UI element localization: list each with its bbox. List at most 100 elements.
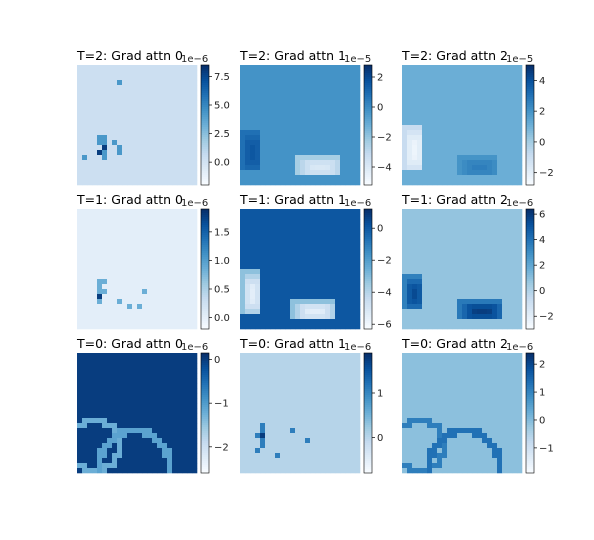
colorbar-gradient-step [526, 211, 534, 214]
heatmap-cell [412, 75, 418, 81]
heatmap-cell [172, 85, 178, 91]
heatmap-cell [315, 115, 321, 121]
colorbar-gradient-step [526, 119, 534, 122]
heatmap-cell [305, 393, 311, 399]
heatmap-cell [290, 438, 296, 444]
heatmap-cell [97, 175, 103, 181]
heatmap-cell [315, 423, 321, 429]
heatmap-cell [132, 423, 138, 429]
heatmap-cell [350, 219, 356, 225]
heatmap-cell [432, 170, 438, 176]
heatmap-cell [142, 125, 148, 131]
colorbar-gradient-step [364, 313, 372, 316]
heatmap-cell [127, 438, 133, 444]
heatmap-cell [255, 393, 261, 399]
heatmap-cell [330, 299, 336, 305]
heatmap-cell [315, 224, 321, 230]
heatmap-cell [335, 289, 341, 295]
heatmap-cell [107, 353, 113, 359]
heatmap-cell [447, 309, 453, 315]
heatmap-cell [87, 418, 93, 424]
heatmap-cell [447, 75, 453, 81]
heatmap-cell [250, 443, 256, 449]
heatmap-cell [127, 115, 133, 121]
heatmap-cell [300, 65, 306, 71]
heatmap-cell [447, 145, 453, 151]
heatmap-cell [147, 259, 153, 265]
heatmap-cell [442, 319, 448, 325]
heatmap-cell [422, 95, 428, 101]
heatmap-cell [112, 234, 118, 240]
heatmap-cell [270, 284, 276, 290]
colorbar-gradient-step [201, 365, 209, 368]
heatmap-cell [295, 239, 301, 245]
heatmap-cell [172, 383, 178, 389]
heatmap-cell [187, 289, 193, 295]
heatmap-cell [162, 443, 168, 449]
heatmap-cell [250, 353, 256, 359]
heatmap-cell [285, 105, 291, 111]
heatmap-cell [107, 314, 113, 320]
heatmap-cell [482, 319, 488, 325]
heatmap-cell [472, 100, 478, 106]
heatmap-cell [87, 468, 93, 474]
heatmap-cell [250, 363, 256, 369]
heatmap-cell [187, 433, 193, 439]
heatmap-cell [107, 413, 113, 419]
heatmap-cell [255, 269, 261, 275]
heatmap-cell [315, 259, 321, 265]
heatmap-cell [345, 279, 351, 285]
heatmap-cell [245, 259, 251, 265]
heatmap-cell [147, 244, 153, 250]
heatmap-cell [162, 80, 168, 86]
heatmap-cell [265, 319, 271, 325]
colorbar-tick-label: 0 [377, 103, 383, 114]
heatmap-cell [290, 130, 296, 136]
colorbar-gradient-step [526, 223, 534, 226]
heatmap-cell [152, 110, 158, 116]
heatmap-cell [245, 209, 251, 215]
heatmap-cell [127, 378, 133, 384]
heatmap-cell [192, 165, 198, 171]
heatmap-cell [305, 145, 311, 151]
heatmap-cell [177, 413, 183, 419]
heatmap-cell [137, 383, 143, 389]
heatmap-cell [275, 75, 281, 81]
heatmap-cell [290, 428, 296, 434]
heatmap-cell [305, 180, 311, 186]
heatmap-cell [270, 309, 276, 315]
colorbar-gradient-step [526, 149, 534, 152]
heatmap-cell [467, 209, 473, 215]
heatmap-cell [477, 85, 483, 91]
colorbar-gradient-step [364, 153, 372, 156]
colorbar-gradient-step [201, 463, 209, 466]
heatmap-cell [92, 224, 98, 230]
heatmap-cell [87, 403, 93, 409]
heatmap-cell [147, 95, 153, 101]
heatmap-cell [472, 160, 478, 166]
heatmap-cell [340, 75, 346, 81]
heatmap-cell [427, 155, 433, 161]
heatmap-cell [335, 90, 341, 96]
heatmap-cell [305, 403, 311, 409]
heatmap-cell [107, 249, 113, 255]
heatmap-cell [447, 254, 453, 260]
heatmap-cell [142, 398, 148, 404]
heatmap-cell [87, 175, 93, 181]
heatmap-cell [355, 229, 361, 235]
heatmap-cell [497, 229, 503, 235]
heatmap-cell [270, 383, 276, 389]
heatmap-cell [157, 269, 163, 275]
heatmap-cell [102, 438, 108, 444]
heatmap-cell [355, 180, 361, 186]
heatmap-cell [182, 269, 188, 275]
heatmap-cell [107, 180, 113, 186]
heatmap-cell [240, 403, 246, 409]
colorbar-gradient-step [526, 123, 534, 126]
colorbar-gradient-step [201, 211, 209, 214]
heatmap-cell [462, 294, 468, 300]
heatmap-cell [92, 438, 98, 444]
heatmap-cell [492, 180, 498, 186]
heatmap-cell [187, 175, 193, 181]
heatmap-cell [340, 224, 346, 230]
